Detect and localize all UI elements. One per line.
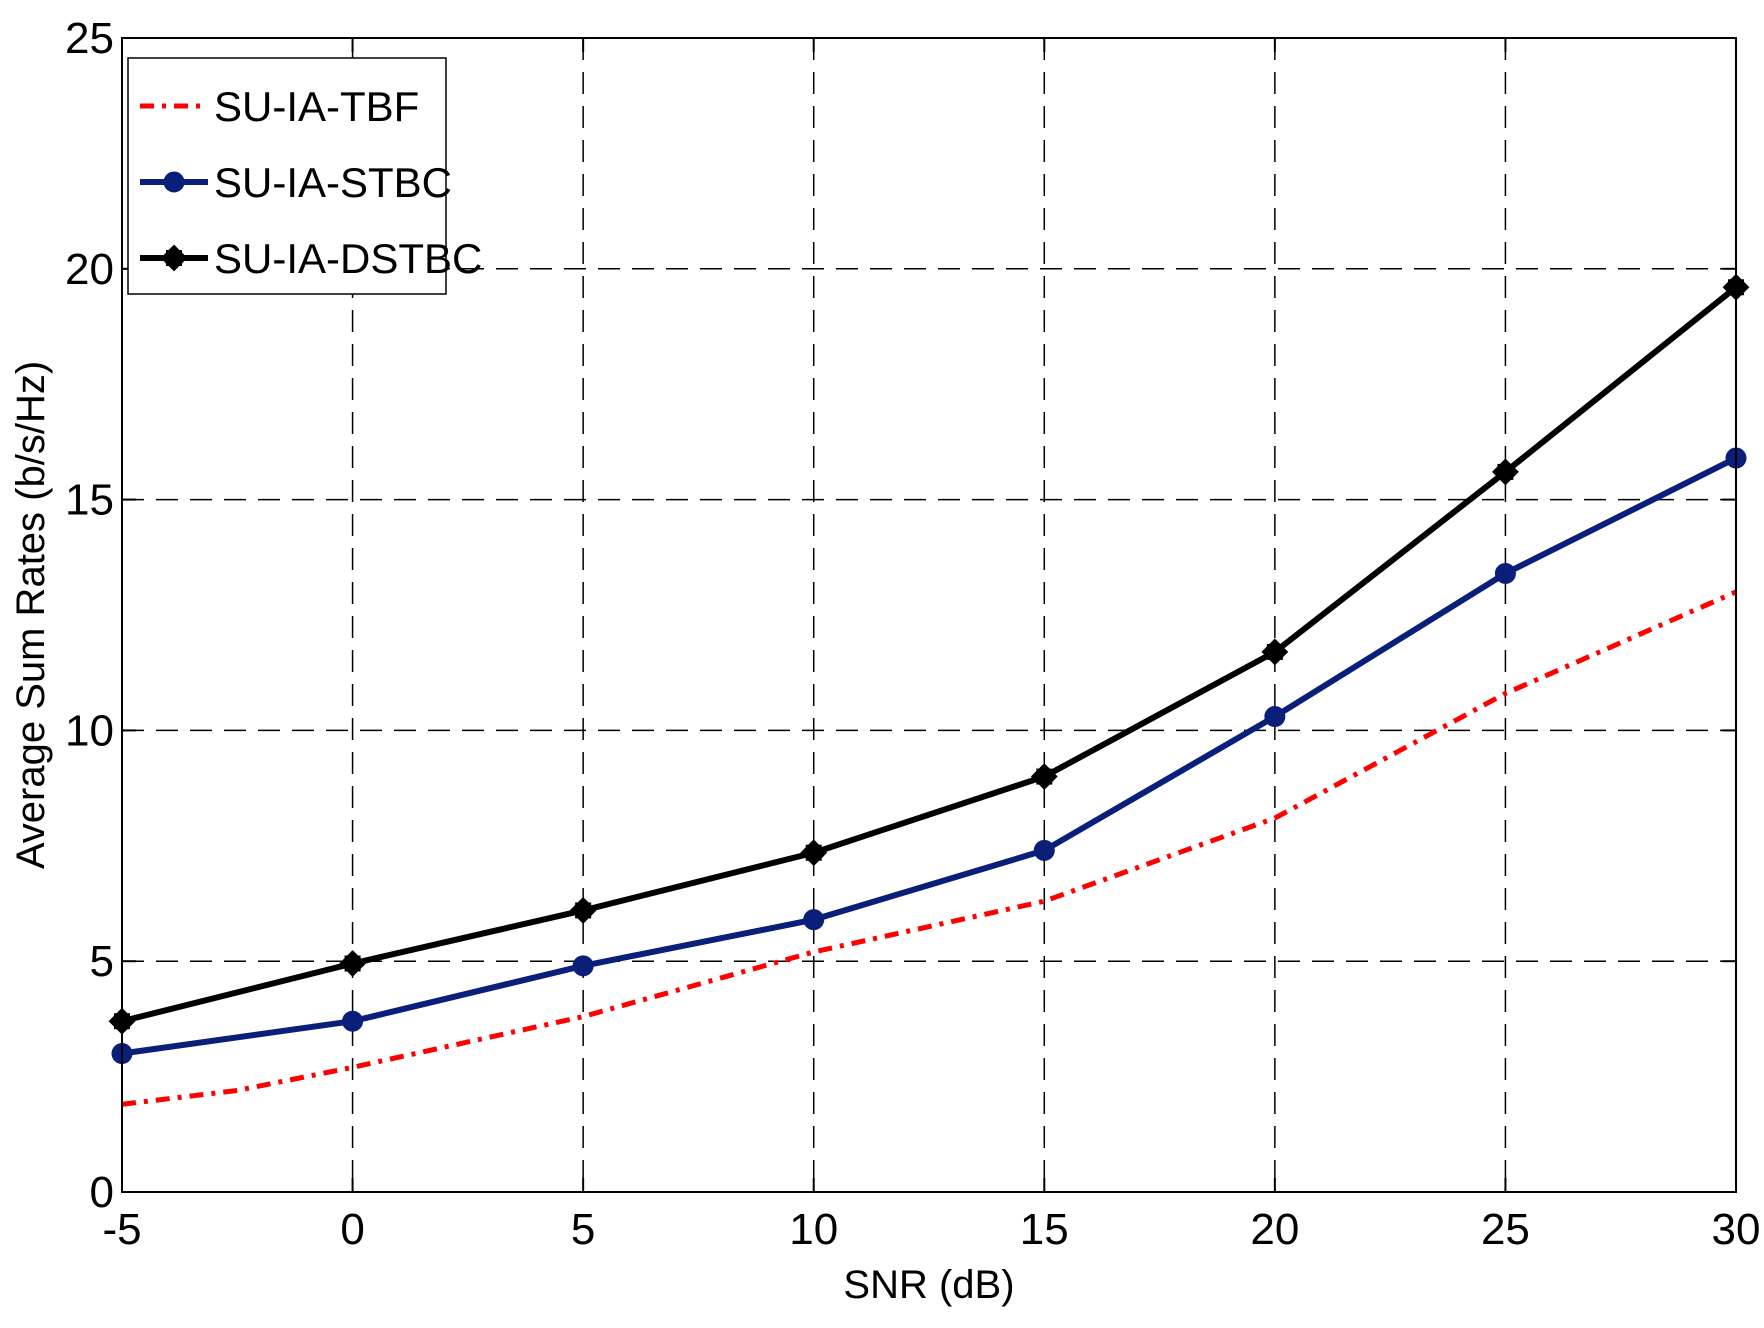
- data-point-square: [1036, 768, 1053, 785]
- x-tick-label: -5: [102, 1205, 141, 1254]
- data-point-square: [1266, 643, 1283, 660]
- data-point-square: [805, 844, 822, 861]
- series-line: [121, 284, 1738, 1025]
- y-tick-label: 15: [65, 476, 114, 525]
- data-point: [572, 955, 594, 977]
- series-line: [121, 589, 1738, 1107]
- x-tick-label: 0: [340, 1205, 364, 1254]
- data-point: [1033, 839, 1055, 861]
- y-tick-label: 5: [90, 937, 114, 986]
- x-tick-label: 15: [1020, 1205, 1069, 1254]
- data-point: [1494, 562, 1516, 584]
- x-tick-label: 25: [1481, 1205, 1530, 1254]
- x-tick-label: 20: [1250, 1205, 1299, 1254]
- legend-marker-square: [166, 250, 182, 266]
- series-line: [121, 455, 1738, 1057]
- y-tick-label: 10: [65, 706, 114, 755]
- x-tick-label: 10: [789, 1205, 838, 1254]
- y-tick-label: 20: [65, 245, 114, 294]
- series-su-ia-dstbc: [108, 273, 1750, 1035]
- data-point: [342, 1010, 364, 1032]
- series-su-ia-tbf: [121, 589, 1738, 1107]
- series-layer: [108, 273, 1750, 1107]
- y-tick-label: 0: [90, 1168, 114, 1217]
- x-tick-label: 30: [1712, 1205, 1761, 1254]
- data-point-square: [1497, 463, 1514, 480]
- legend-label: SU-IA-DSTBC: [214, 235, 482, 282]
- legend-entry: SU-IA-DSTBC: [140, 235, 482, 282]
- legend-items: SU-IA-TBF SU-IA-STBC SU-IA-DSTBC: [140, 83, 482, 282]
- x-axis-title: SNR (dB): [843, 1263, 1014, 1307]
- y-axis-title: Average Sum Rates (b/s/Hz): [9, 361, 53, 869]
- legend-marker: [163, 171, 185, 193]
- plot-frame: [121, 37, 1737, 1193]
- data-point: [1264, 706, 1286, 728]
- legend-entry: SU-IA-TBF: [140, 83, 419, 130]
- data-point: [803, 909, 825, 931]
- data-point-square: [344, 955, 361, 972]
- legend-entry: SU-IA-STBC: [140, 159, 452, 206]
- legend: SU-IA-TBF SU-IA-STBC SU-IA-DSTBC: [127, 57, 482, 295]
- legend-label: SU-IA-STBC: [214, 159, 452, 206]
- x-tick-label: 5: [571, 1205, 595, 1254]
- data-point-square: [575, 902, 592, 919]
- y-tick-label: 25: [65, 14, 114, 63]
- legend-label: SU-IA-TBF: [214, 83, 419, 130]
